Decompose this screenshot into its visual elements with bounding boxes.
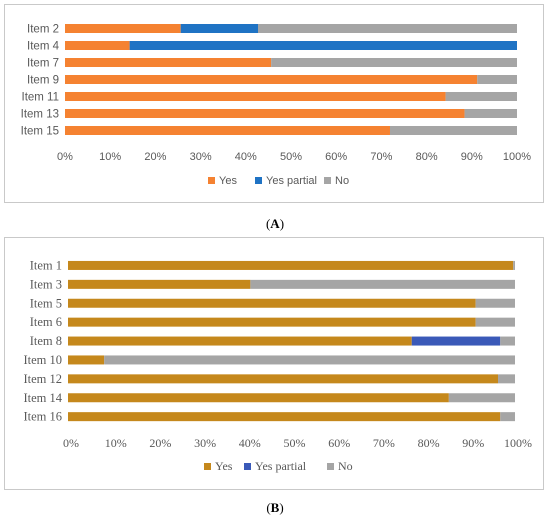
category-label-item-1: Item 1 [30,258,62,272]
bar-no-item-8 [500,336,515,346]
bar-no-item-6 [475,317,515,327]
category-label-item-13: Item 13 [21,109,59,121]
legend-swatch-no [327,463,334,470]
bar-no-item-11 [445,92,517,101]
x-tick-label: 50% [280,151,302,163]
bar-no-item-12 [498,374,515,384]
chart-panel-b: Item 1 Item 3 Item 5 Item 6 Item 8 Item 10 Ite… [4,237,544,490]
category-label-item-5: Item 5 [30,296,62,310]
caption-b-close: ) [279,500,284,515]
bar-yes-item-3 [68,279,251,289]
caption-a: (A) [0,216,550,232]
legend-swatch-yes-partial [244,463,251,470]
caption-b: (B) [0,500,550,516]
bar-yes-item-15 [65,126,390,135]
bar-yes-item-6 [68,317,476,327]
bar-no-item-14 [448,393,515,403]
x-tick-label: 90% [462,436,484,450]
bar-yes-item-1 [68,260,514,270]
x-tick-label: 80% [418,436,440,450]
category-label-item-14: Item 14 [23,391,62,405]
caption-a-letter: A [270,216,280,231]
bar-yes-item-5 [68,298,476,308]
x-tick-label: 50% [284,436,306,450]
x-tick-label: 10% [105,436,127,450]
category-label-item-11: Item 11 [22,92,60,104]
x-tick-label: 30% [194,436,216,450]
bar-no-item-10 [104,355,515,365]
category-label-item-4: Item 4 [27,41,60,53]
caption-a-close: ) [279,216,285,231]
x-tick-label: 40% [235,151,257,163]
legend-swatch-yes [204,463,211,470]
category-label-item-15: Item 15 [21,126,59,138]
category-label-item-8: Item 8 [30,334,62,348]
x-tick-label: 20% [149,436,171,450]
x-tick-label: 80% [416,151,438,163]
bar-yes-item-11 [65,92,446,101]
legend-label-yes: Yes [215,459,233,473]
legend-swatch-no [324,177,331,184]
category-label-item-6: Item 6 [30,315,62,329]
x-tick-label: 40% [239,436,261,450]
bar-no-item-16 [500,412,515,422]
legend-swatch-yes-partial [255,177,262,184]
caption-a-open: ( [265,216,271,231]
bar-no-item-7 [271,58,517,67]
caption-b-letter: B [270,500,280,515]
x-tick-label: 0% [57,151,73,163]
x-tick-label: 10% [99,151,121,163]
x-tick-label: 70% [370,151,392,163]
bar-yes-item-8 [68,336,412,346]
bar-yes-item-4 [65,41,130,50]
x-tick-label: 100% [503,151,531,163]
bar-yes-item-7 [65,58,272,67]
bar-yes-item-2 [65,24,181,33]
bar-no-item-15 [389,126,517,135]
legend-label-yes-partial: Yes partial [266,175,317,187]
legend-label-no: No [338,459,353,473]
x-tick-label: 70% [373,436,395,450]
bar-yes-partial-item-2 [180,24,259,33]
bar-yes-item-9 [65,75,478,84]
x-tick-label: 30% [190,151,212,163]
x-tick-label: 100% [504,436,532,450]
legend-label-no: No [335,175,349,187]
category-label-item-12: Item 12 [23,372,62,386]
legend-label-yes: Yes [219,175,237,187]
legend-swatch-yes [208,177,215,184]
category-label-item-10: Item 10 [23,353,62,367]
bar-no-item-9 [477,75,517,84]
bar-yes-item-10 [68,355,105,365]
x-tick-label: 60% [325,151,347,163]
bar-yes-item-13 [65,109,465,118]
caption-b-open: ( [266,500,271,515]
x-tick-label: 90% [461,151,483,163]
category-label-item-16: Item 16 [23,410,62,424]
category-label-item-7: Item 7 [27,58,59,70]
category-label-item-3: Item 3 [30,277,62,291]
stacked-bar-chart-b: Item 1 Item 3 Item 5 Item 6 Item 8 Item 10 Ite… [23,258,532,473]
bar-no-item-1 [513,260,515,270]
bar-no-item-13 [464,109,517,118]
category-label-item-2: Item 2 [27,24,59,36]
bar-yes-partial-item-4 [129,41,518,50]
bar-no-item-2 [258,24,517,33]
bar-no-item-3 [250,279,515,289]
x-tick-label: 20% [144,151,166,163]
bar-yes-partial-item-8 [411,336,501,346]
x-tick-label: 0% [63,436,79,450]
bar-yes-item-16 [68,412,501,422]
bar-yes-item-14 [68,393,449,403]
legend-label-yes-partial: Yes partial [255,459,307,473]
stacked-bar-chart-a: Item 2 Item 4 Item 7 Item 9 Item 11 Item 13 It… [21,24,532,188]
bar-no-item-5 [475,298,515,308]
bar-yes-item-12 [68,374,499,384]
chart-panel-a: Item 2 Item 4 Item 7 Item 9 Item 11 Item 13 It… [4,4,544,203]
category-label-item-9: Item 9 [27,75,59,87]
x-tick-label: 60% [328,436,350,450]
